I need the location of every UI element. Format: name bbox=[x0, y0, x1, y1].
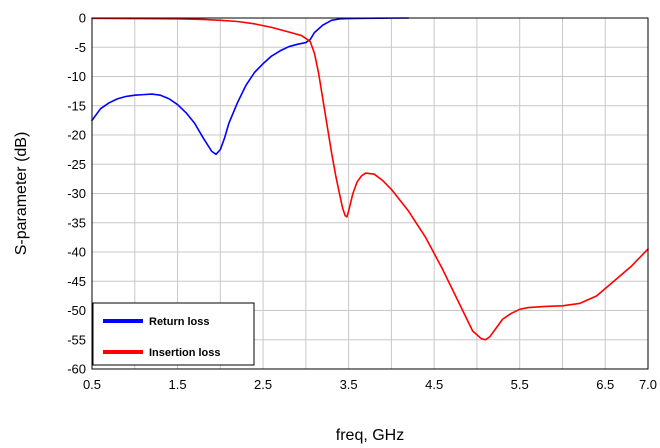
y-tick-label: -40 bbox=[67, 245, 86, 260]
y-tick-label: -50 bbox=[67, 303, 86, 318]
x-tick-label: 7.0 bbox=[639, 377, 657, 392]
y-tick-label: 0 bbox=[79, 11, 86, 26]
series-line-return-loss bbox=[91, 17, 410, 156]
y-tick-label: -30 bbox=[67, 186, 86, 201]
y-tick-label: -10 bbox=[67, 69, 86, 84]
plot-frame bbox=[91, 17, 649, 370]
y-tick-label: -15 bbox=[67, 98, 86, 113]
x-tick-label: 1.5 bbox=[168, 377, 186, 392]
x-tick-label: 4.5 bbox=[425, 377, 443, 392]
x-tick-label: 5.5 bbox=[511, 377, 529, 392]
legend-box bbox=[92, 302, 255, 366]
x-axis-title: freq, GHz bbox=[336, 427, 404, 444]
x-tick-label: 2.5 bbox=[254, 377, 272, 392]
series-layer bbox=[91, 17, 649, 341]
y-tick-label: -5 bbox=[74, 40, 86, 55]
tick-labels: 0.5 1.5 2.5 3.5 4.5 5.5 6.5 7.0 0 -5 -10 -15 -20 -25 -… bbox=[67, 11, 657, 393]
y-tick-label: -35 bbox=[67, 215, 86, 230]
legend-label-return-loss: Return loss bbox=[149, 316, 210, 328]
y-tick-label: -25 bbox=[67, 157, 86, 172]
x-tick-label: 6.5 bbox=[596, 377, 614, 392]
y-tick-label: -55 bbox=[67, 332, 86, 347]
x-tick-label: 3.5 bbox=[340, 377, 358, 392]
y-tick-label: -45 bbox=[67, 274, 86, 289]
y-tick-label: -20 bbox=[67, 128, 86, 143]
legend: Return loss Insertion loss bbox=[92, 302, 255, 366]
y-tick-label: -60 bbox=[67, 362, 86, 377]
x-tick-label: 0.5 bbox=[83, 377, 101, 392]
series-line-insertion-loss bbox=[91, 17, 649, 341]
legend-label-insertion-loss: Insertion loss bbox=[149, 347, 221, 359]
y-axis-title: S-parameter (dB) bbox=[13, 132, 30, 256]
